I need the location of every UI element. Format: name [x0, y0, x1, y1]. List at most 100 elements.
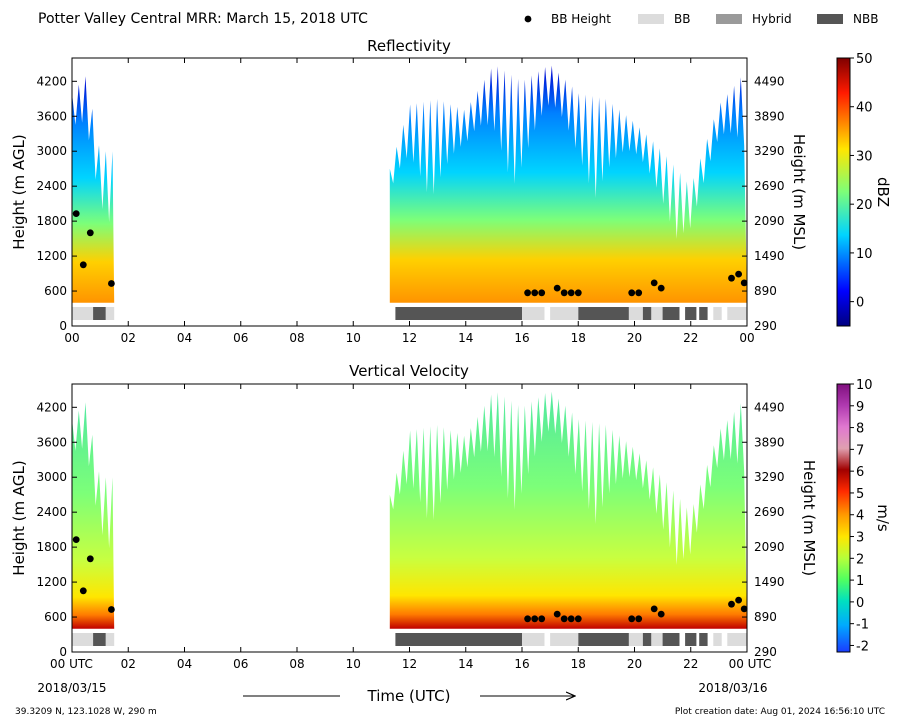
bb-type-segment	[550, 633, 579, 646]
bb-height-point	[657, 610, 665, 618]
bb-height-point	[72, 210, 80, 218]
reflectivity-panel: Reflectivity 00 02 04 06 08 10 12 14 16 18 20 22 000…	[10, 37, 892, 345]
bb-height-point	[560, 615, 568, 623]
colorbar-tick-label: 50	[856, 52, 873, 67]
y-tick-label-left: 2400	[36, 179, 67, 193]
bb-height-point	[79, 587, 87, 595]
colorbar-tick-label: 6	[856, 465, 864, 480]
velocity-colorbar	[836, 383, 851, 653]
bb-height-point	[628, 289, 636, 297]
legend-label: BB Height	[551, 12, 611, 26]
velocity-panel: Vertical Velocity 00 UTC 02 04 06 08 10 12 14 16…	[10, 362, 892, 671]
y-tick-label-left: 0	[59, 645, 67, 659]
bb-height-point	[574, 289, 582, 297]
x-tick-label: 14	[458, 331, 473, 345]
legend-bb-height-marker	[524, 15, 532, 23]
y-tick-label-left: 1800	[36, 214, 67, 228]
y-tick-label-right: 2690	[754, 179, 785, 193]
y-tick-label-left: 3600	[36, 435, 67, 449]
bb-height-point	[538, 289, 546, 297]
vel-precip-region	[389, 391, 747, 629]
footer-location: 39.3209 N, 123.1028 W, 290 m	[15, 707, 157, 717]
start-date: 2018/03/15	[37, 681, 106, 695]
x-tick-label: 06	[233, 331, 248, 345]
colorbar-tick-label: 20	[856, 198, 873, 213]
x-tick-label: 18	[571, 657, 586, 671]
colorbar-tick-label: 0	[856, 596, 864, 611]
bb-type-segment	[93, 307, 106, 320]
bb-type-segment	[93, 633, 106, 646]
bb-height-point	[560, 289, 568, 297]
bb-height-point	[740, 279, 748, 287]
bb-height-point	[567, 615, 575, 623]
bb-type-segment	[105, 307, 115, 320]
bb-height-point	[728, 600, 735, 608]
reflectivity-colorbar-label: dBZ	[874, 177, 892, 207]
y-tick-label-left: 600	[44, 284, 67, 298]
bb-type-segment	[72, 307, 94, 320]
x-tick-label: 00	[739, 331, 754, 345]
bb-height-point	[635, 615, 643, 623]
bb-height-point	[728, 274, 735, 282]
figure-suptitle: Potter Valley Central MRR: March 15, 201…	[38, 11, 368, 27]
velocity-bb-height-points	[72, 536, 748, 623]
legend-hybrid-swatch	[716, 14, 742, 24]
y-tick-label-right: 3290	[754, 470, 785, 484]
legend-label: BB	[674, 12, 690, 26]
x-tick-label: 16	[514, 657, 529, 671]
bb-type-segment	[578, 307, 629, 320]
y-tick-label-left: 4200	[36, 74, 67, 88]
legend-nbb-swatch	[817, 14, 843, 24]
bb-height-point	[108, 280, 115, 287]
y-tick-label-right: 2090	[754, 540, 785, 554]
x-tick-label: 12	[402, 331, 417, 345]
bb-height-point	[553, 610, 561, 618]
y-tick-label-right: 2690	[754, 505, 785, 519]
bb-height-point	[524, 615, 531, 623]
legend-bb-swatch	[638, 14, 664, 24]
y-tick-label-right: 290	[754, 645, 777, 659]
bb-type-segment	[105, 633, 115, 646]
colorbar-tick-label: 40	[856, 101, 873, 116]
x-tick-label: 16	[514, 331, 529, 345]
refl-precip-region	[389, 65, 747, 303]
legend-label: NBB	[853, 12, 878, 26]
bb-type-segment	[642, 633, 652, 646]
bb-type-segment	[522, 633, 545, 646]
colorbar-tick-label: 10	[856, 247, 873, 262]
velocity-colorbar-ticks: -2 -1 0 1 2 3 4 5 6 7 8 9 10	[850, 378, 873, 654]
x-tick-label: 10	[346, 657, 361, 671]
bb-type-segment	[727, 307, 747, 320]
refl-precip-region	[72, 76, 115, 303]
bb-type-segment	[628, 307, 643, 320]
velocity-field	[72, 391, 747, 629]
bb-height-point	[553, 284, 561, 292]
x-tick-label: 06	[233, 657, 248, 671]
bb-type-segment	[395, 633, 522, 646]
y-tick-label-left: 3000	[36, 470, 67, 484]
x-axis-label: Time (UTC)	[367, 687, 451, 705]
y-tick-label-left: 1800	[36, 540, 67, 554]
bb-height-point	[531, 289, 539, 297]
velocity-ylabel-left: Height (m AGL)	[10, 460, 28, 575]
legend-label: Hybrid	[752, 12, 792, 26]
bb-type-segment	[699, 307, 708, 320]
colorbar-tick-label: 8	[856, 422, 864, 437]
colorbar-tick-label: 5	[856, 487, 864, 502]
y-tick-label-right: 4490	[754, 400, 785, 414]
bb-height-point	[574, 615, 582, 623]
y-tick-label-right: 3290	[754, 144, 785, 158]
bb-type-segment	[642, 307, 652, 320]
colorbar-tick-label: 0	[856, 296, 864, 311]
x-tick-label: 12	[402, 657, 417, 671]
bb-height-point	[531, 615, 539, 623]
velocity-colorbar-label: m/s	[874, 504, 892, 532]
bb-height-point	[72, 536, 80, 543]
y-tick-label-right: 890	[754, 610, 777, 624]
y-tick-label-right: 4490	[754, 74, 785, 88]
y-tick-label-right: 3890	[754, 435, 785, 449]
bb-type-segment	[685, 633, 697, 646]
bb-type-segment	[662, 633, 680, 646]
reflectivity-colorbar	[836, 57, 851, 327]
